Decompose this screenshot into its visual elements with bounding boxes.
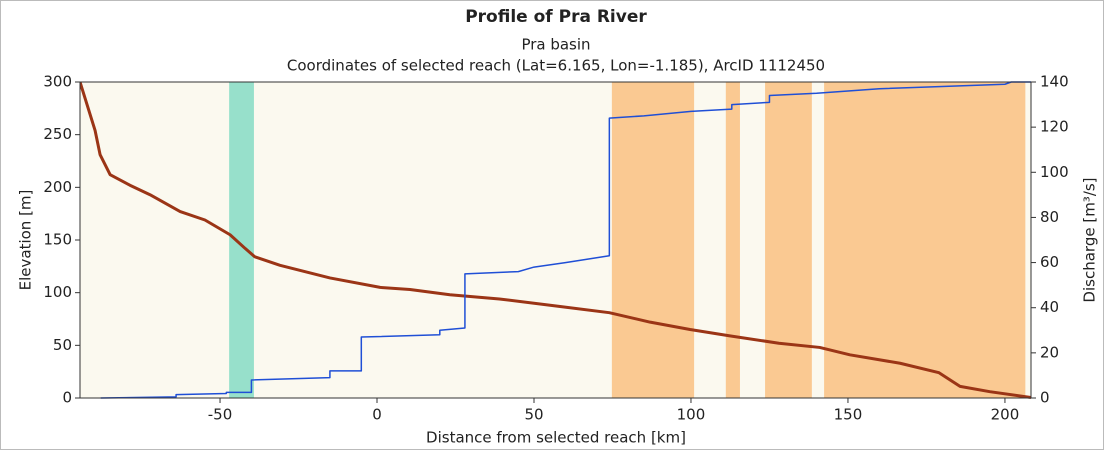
y-tick-label: 150 — [43, 231, 72, 249]
chart-subtitle: Pra basin — [521, 36, 590, 54]
y2-tick-label: 140 — [1040, 73, 1069, 91]
data-line — [100, 81, 1031, 399]
data-line — [80, 81, 1031, 399]
y-tick-label: 0 — [62, 389, 72, 407]
y-tick-label: 100 — [43, 283, 72, 301]
y-tick-label: 250 — [43, 125, 72, 143]
x-tick-label: 100 — [677, 406, 706, 424]
chart-title: Profile of Pra River — [465, 7, 647, 27]
x-tick-label: -50 — [208, 406, 233, 424]
y2-tick-label: 0 — [1040, 389, 1050, 407]
y-tick-label: 300 — [43, 73, 72, 91]
shaded-region — [824, 82, 1026, 398]
x-tick-label: 200 — [991, 406, 1020, 424]
chart-subtitle: Coordinates of selected reach (Lat=6.165… — [287, 57, 825, 75]
y2-tick-label: 40 — [1040, 298, 1059, 316]
shaded-region — [765, 82, 812, 398]
shaded-region — [611, 82, 695, 398]
y2-tick-label: 120 — [1040, 118, 1069, 136]
shaded-region — [229, 82, 254, 398]
y2-tick-label: 80 — [1040, 208, 1059, 226]
x-axis-label: Distance from selected reach [km] — [426, 429, 686, 447]
x-tick-label: 50 — [524, 406, 543, 424]
y-tick-label: 200 — [43, 178, 72, 196]
y2-axis-label: Discharge [m³/s] — [1081, 177, 1099, 302]
shaded-region — [725, 82, 740, 398]
y2-tick-label: 20 — [1040, 343, 1059, 361]
x-tick-label: 150 — [834, 406, 863, 424]
y-tick-label: 50 — [53, 336, 72, 354]
y-axis-label: Elevation [m] — [17, 190, 35, 291]
x-tick-label: 0 — [372, 406, 382, 424]
y2-tick-label: 100 — [1040, 163, 1069, 181]
y2-tick-label: 60 — [1040, 253, 1059, 271]
